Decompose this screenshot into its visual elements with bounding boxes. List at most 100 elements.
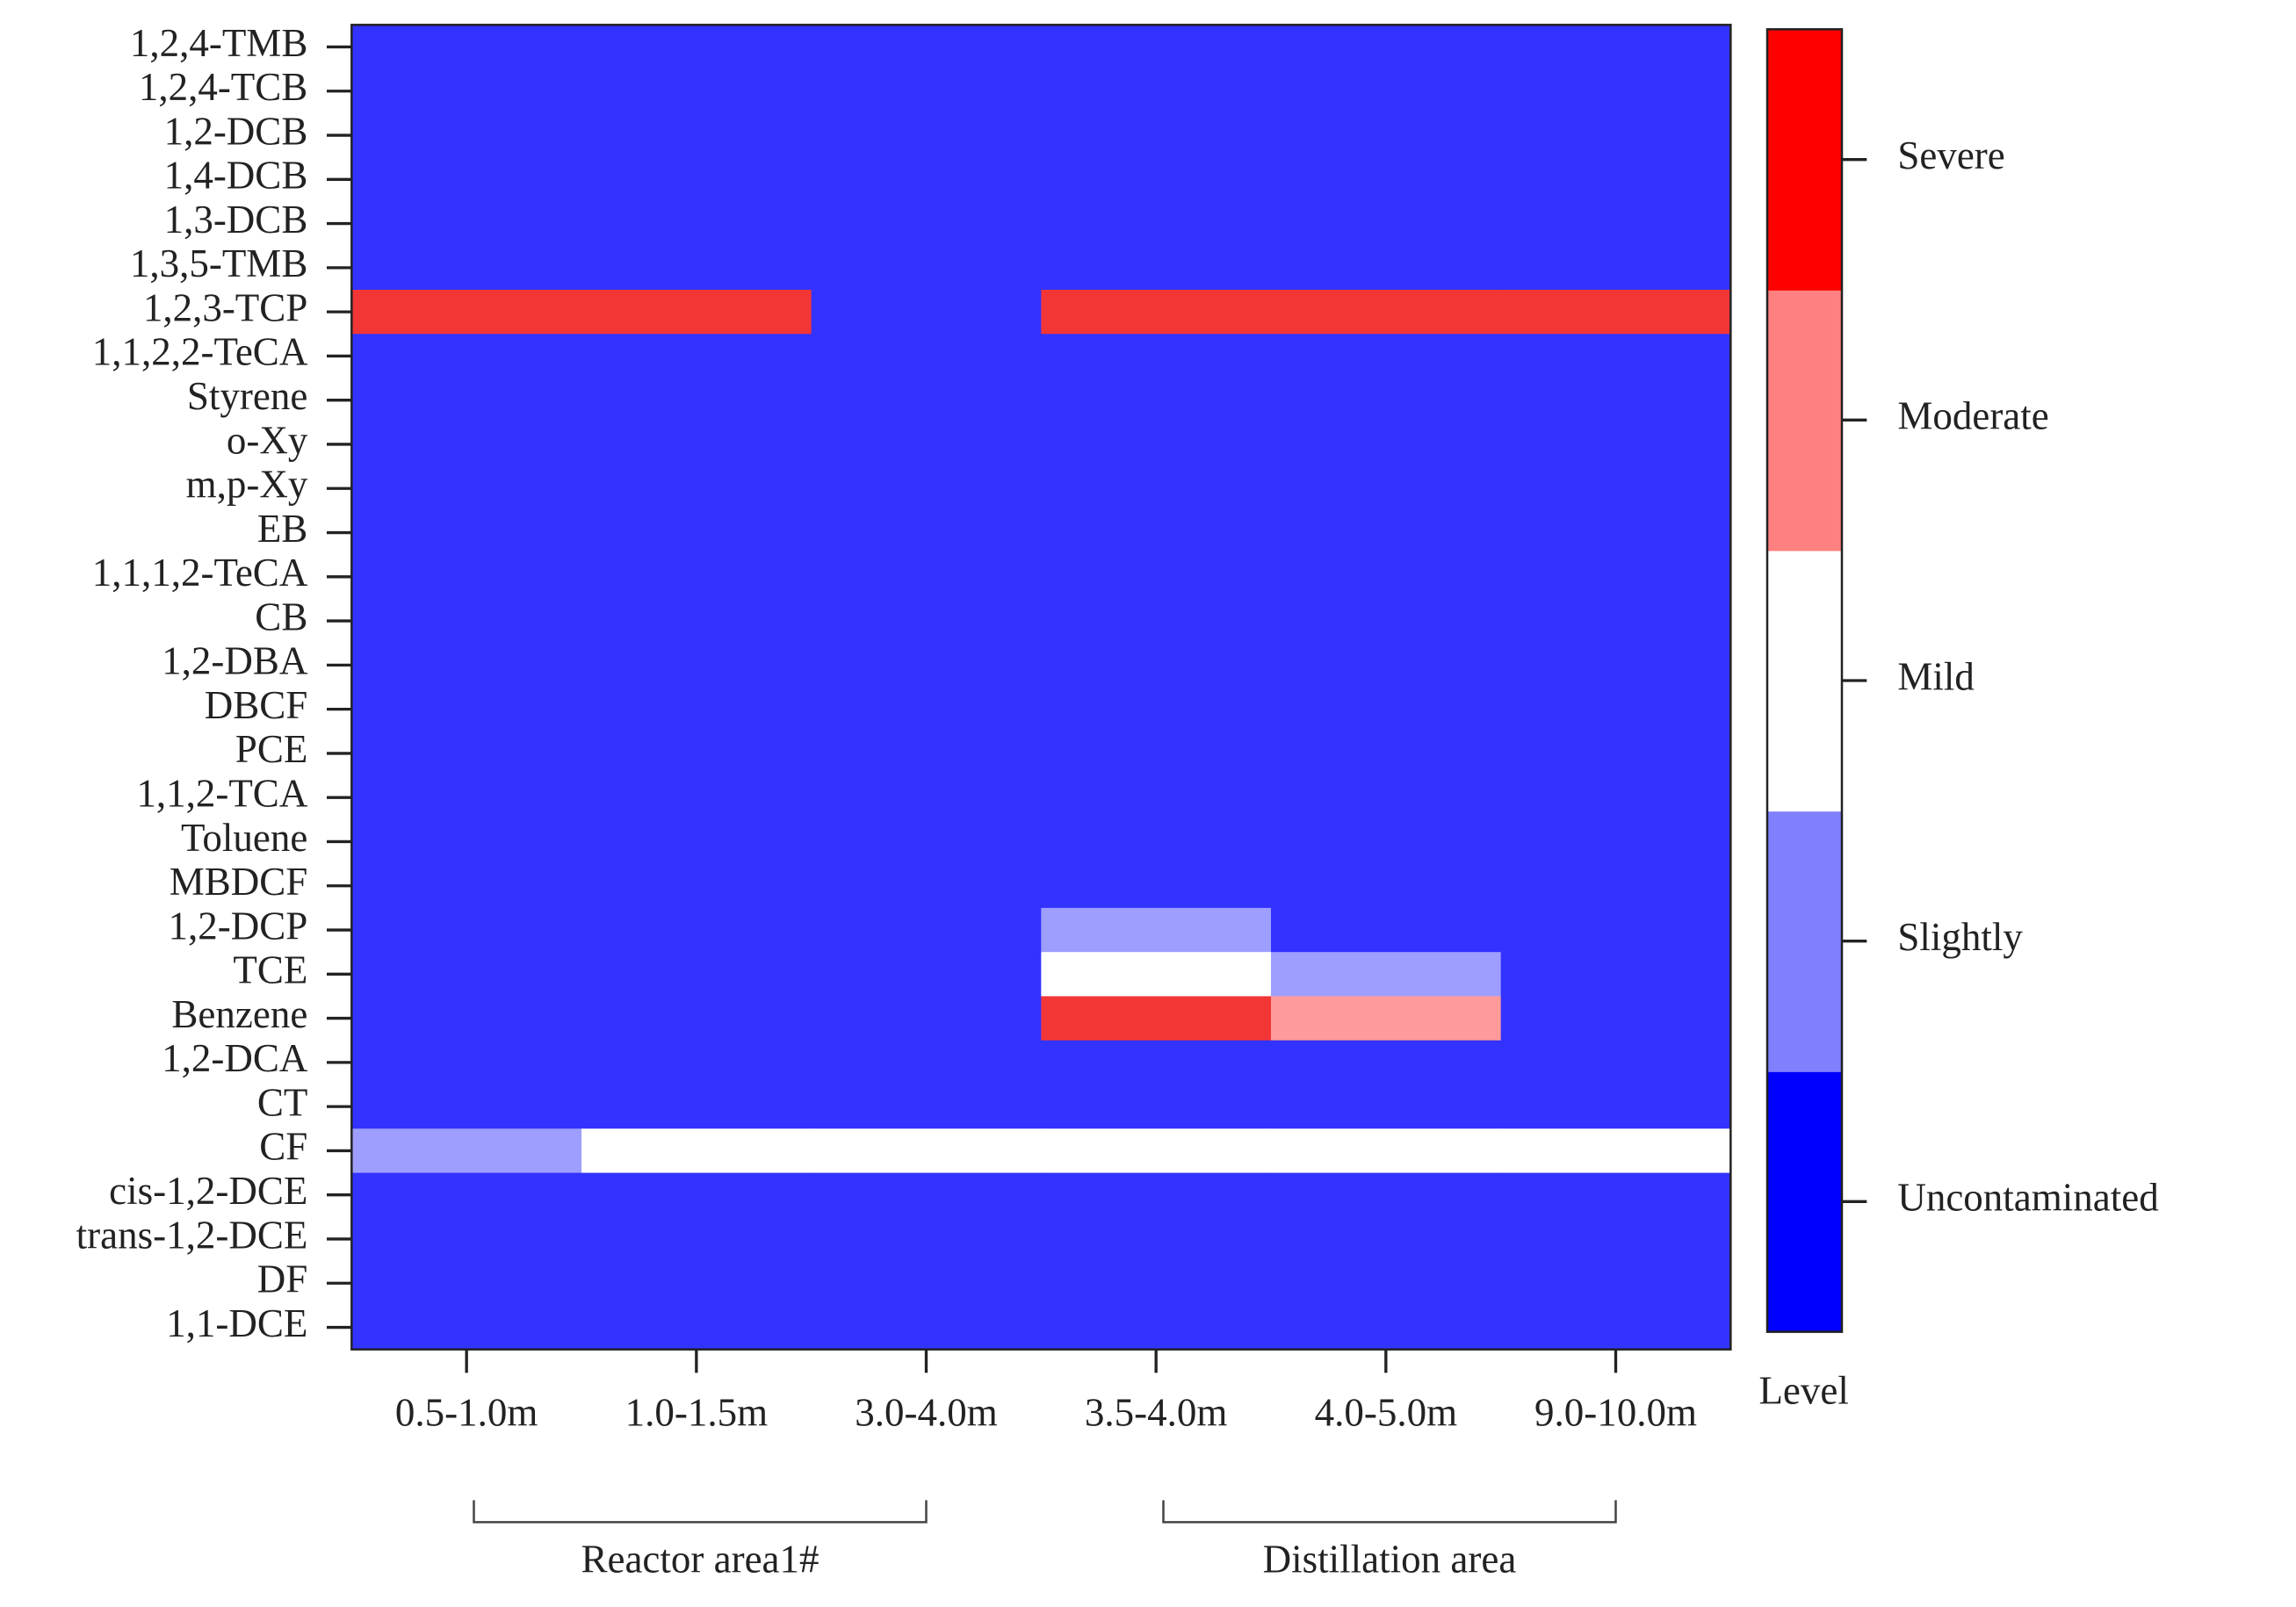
y-tick-label: 1,2-DCB [164,109,308,153]
heatmap-cell [811,510,1043,556]
heatmap-cell [581,422,812,467]
heatmap-cell [811,731,1043,776]
heatmap-cell [1500,68,1732,114]
heatmap-cell [1041,245,1272,291]
heatmap-cell [581,643,812,688]
heatmap-cell [811,1172,1043,1218]
heatmap-cell [581,1040,812,1085]
heatmap-cell [811,334,1043,379]
y-tick-label: 1,2-DCA [162,1036,308,1080]
heatmap-cell [1271,731,1502,776]
heatmap-cell [1500,157,1732,203]
heatmap-cell [1041,25,1272,70]
heatmap-cell [1041,907,1272,953]
heatmap-cell [581,25,812,70]
heatmap-cell [1500,245,1732,291]
heatmap-cell [1271,1085,1502,1130]
colorbar-title: Level [1758,1369,1848,1413]
heatmap-cell [811,422,1043,467]
heatmap-cell [1500,819,1732,865]
y-tick-label: 1,2-DBA [162,639,308,683]
heatmap-cell [811,112,1043,158]
heatmap-cell [351,819,582,865]
heatmap-cell [1271,25,1502,70]
heatmap-cell [1041,68,1272,114]
heatmap-cell [1500,422,1732,467]
heatmap-cell [1500,598,1732,645]
heatmap-cell [351,1261,582,1307]
heatmap-cell [581,863,812,909]
heatmap-cell [1041,819,1272,865]
y-tick-label: 1,1-DCE [166,1301,307,1345]
y-tick-label: DBCF [205,683,308,727]
heatmap-cell [351,201,582,247]
heatmap-cell [351,598,582,645]
heatmap-cell [811,598,1043,645]
heatmap-cell [351,952,582,998]
heatmap-cell [1500,201,1732,247]
heatmap-cell [1271,1305,1502,1351]
heatmap-cell [811,952,1043,998]
y-tick-label: 1,3-DCB [164,198,308,241]
heatmap-cell [811,201,1043,247]
heatmap-cell [351,25,582,70]
heatmap-cell [811,157,1043,203]
heatmap-cell [811,907,1043,953]
y-tick-label: o-Xy [227,418,308,462]
heatmap-cell [1500,112,1732,158]
heatmap-cell [1271,378,1502,423]
heatmap-cell [351,1216,582,1262]
heatmap-cell [1041,334,1272,379]
heatmap-cell [351,863,582,909]
heatmap-cell [581,201,812,247]
heatmap-cell [1041,378,1272,423]
y-tick-label: 1,3,5-TMB [130,241,308,285]
y-tick-label: 1,2,4-TMB [130,21,308,65]
y-tick-label: 1,1,2-TCA [136,772,307,816]
colorbar-label: Slightly [1897,915,2023,959]
heatmap-cell [1041,422,1272,467]
heatmap-cell [351,996,582,1041]
heatmap-cell [351,687,582,732]
heatmap-cell [1271,775,1502,821]
heatmap-cell [1500,1172,1732,1218]
heatmap-cell [1271,290,1502,335]
heatmap-cell [581,157,812,203]
y-tick-label: EB [257,507,308,551]
heatmap-cell [351,290,582,335]
heatmap-cell [1041,863,1272,909]
heatmap-cell [1271,643,1502,688]
heatmap-cell [1500,643,1732,688]
y-tick-label: CT [257,1080,308,1124]
heatmap-cell [1500,996,1732,1041]
x-tick-label: 4.0-5.0m [1315,1391,1458,1435]
x-tick-label: 3.0-4.0m [855,1391,998,1435]
heatmap-cell [1500,1128,1732,1174]
heatmap-cell [1041,466,1272,512]
colorbar-segment [1767,550,1842,812]
heatmap-cell [811,643,1043,688]
group-label: Reactor area1# [581,1537,819,1581]
colorbar-frame [1765,28,1844,1333]
group-label: Distillation area [1263,1537,1517,1581]
heatmap-cell [1271,510,1502,556]
heatmap-cell [581,687,812,732]
heatmap-cell [581,466,812,512]
heatmap-cell [1041,1261,1272,1307]
heatmap-cell [1041,201,1272,247]
heatmap-cell [1271,598,1502,645]
heatmap-cell [1271,68,1502,114]
heatmap-cell [581,68,812,114]
heatmap-cell [1271,952,1502,998]
heatmap-cell [1500,687,1732,732]
heatmap-cell [581,907,812,953]
y-tick-label: 1,1,1,2-TeCA [92,551,308,595]
heatmap-cell [1500,775,1732,821]
heatmap-cell [351,157,582,203]
heatmap-cell [1500,1216,1732,1262]
heatmap-cell [1500,1040,1732,1085]
colorbar-label: Moderate [1897,394,2048,438]
y-tick-label: TCE [233,948,307,992]
y-tick-label: CF [259,1125,307,1169]
colorbar-label: Uncontaminated [1897,1176,2158,1220]
